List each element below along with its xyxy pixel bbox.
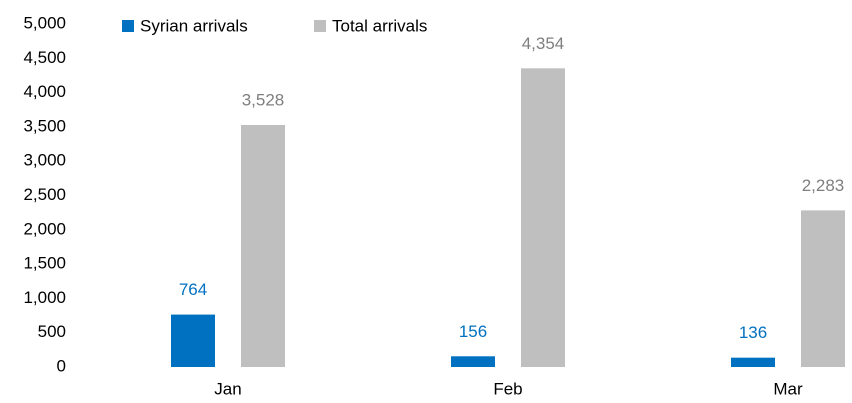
bar [451,356,495,367]
legend-swatch [314,20,326,32]
bar [521,68,565,367]
y-tick-label: 500 [38,322,66,341]
bar [731,357,775,367]
legend-swatch [122,20,134,32]
y-tick-label: 1,000 [23,288,66,307]
data-label: 764 [179,280,207,299]
bar [171,314,215,367]
y-tick-label: 4,500 [23,48,66,67]
y-tick-label: 3,000 [23,151,66,170]
data-label: 3,528 [242,90,285,109]
y-tick-label: 3,500 [23,116,66,135]
bar [241,124,285,367]
legend-label: Syrian arrivals [140,16,248,35]
x-tick-label: Jan [214,379,241,398]
y-tick-label: 1,500 [23,254,66,273]
data-label: 136 [739,323,767,342]
y-tick-label: 5,000 [23,13,66,32]
x-tick-label: Feb [493,379,522,398]
data-label: 4,354 [522,34,565,53]
data-label: 2,283 [802,176,845,195]
legend-label: Total arrivals [332,16,427,35]
y-tick-label: 2,000 [23,219,66,238]
y-tick-label: 4,000 [23,82,66,101]
data-label: 156 [459,322,487,341]
y-tick-label: 2,500 [23,185,66,204]
x-tick-label: Mar [773,379,803,398]
y-tick-label: 0 [57,356,66,375]
bar [801,210,845,367]
